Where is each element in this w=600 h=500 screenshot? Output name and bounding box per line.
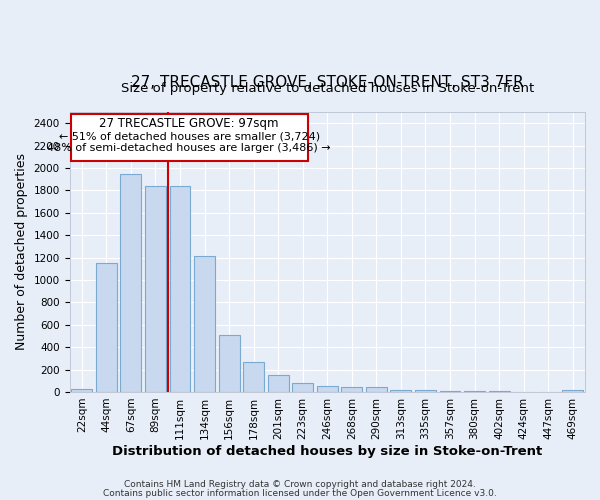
- Bar: [243, 362, 264, 392]
- Bar: [121, 174, 142, 392]
- Bar: [317, 386, 338, 392]
- Text: 48% of semi-detached houses are larger (3,486) →: 48% of semi-detached houses are larger (…: [47, 143, 331, 153]
- Text: Size of property relative to detached houses in Stoke-on-Trent: Size of property relative to detached ho…: [121, 82, 534, 95]
- Bar: [71, 388, 92, 392]
- Bar: [145, 186, 166, 392]
- Bar: [268, 374, 289, 392]
- Bar: [464, 390, 485, 392]
- Bar: [292, 383, 313, 392]
- Text: Contains HM Land Registry data © Crown copyright and database right 2024.: Contains HM Land Registry data © Crown c…: [124, 480, 476, 489]
- Bar: [391, 390, 412, 392]
- Bar: [194, 256, 215, 392]
- Text: 27 TRECASTLE GROVE: 97sqm: 27 TRECASTLE GROVE: 97sqm: [100, 117, 279, 130]
- Bar: [170, 186, 190, 392]
- Bar: [341, 388, 362, 392]
- FancyBboxPatch shape: [71, 114, 308, 160]
- Bar: [366, 388, 387, 392]
- Title: 27, TRECASTLE GROVE, STOKE-ON-TRENT, ST3 7FR: 27, TRECASTLE GROVE, STOKE-ON-TRENT, ST3…: [131, 75, 524, 90]
- Text: ← 51% of detached houses are smaller (3,724): ← 51% of detached houses are smaller (3,…: [59, 132, 320, 141]
- Text: Contains public sector information licensed under the Open Government Licence v3: Contains public sector information licen…: [103, 489, 497, 498]
- Bar: [415, 390, 436, 392]
- Bar: [488, 391, 509, 392]
- Bar: [440, 390, 460, 392]
- X-axis label: Distribution of detached houses by size in Stoke-on-Trent: Distribution of detached houses by size …: [112, 444, 542, 458]
- Bar: [562, 390, 583, 392]
- Bar: [218, 335, 239, 392]
- Bar: [96, 263, 117, 392]
- Y-axis label: Number of detached properties: Number of detached properties: [15, 154, 28, 350]
